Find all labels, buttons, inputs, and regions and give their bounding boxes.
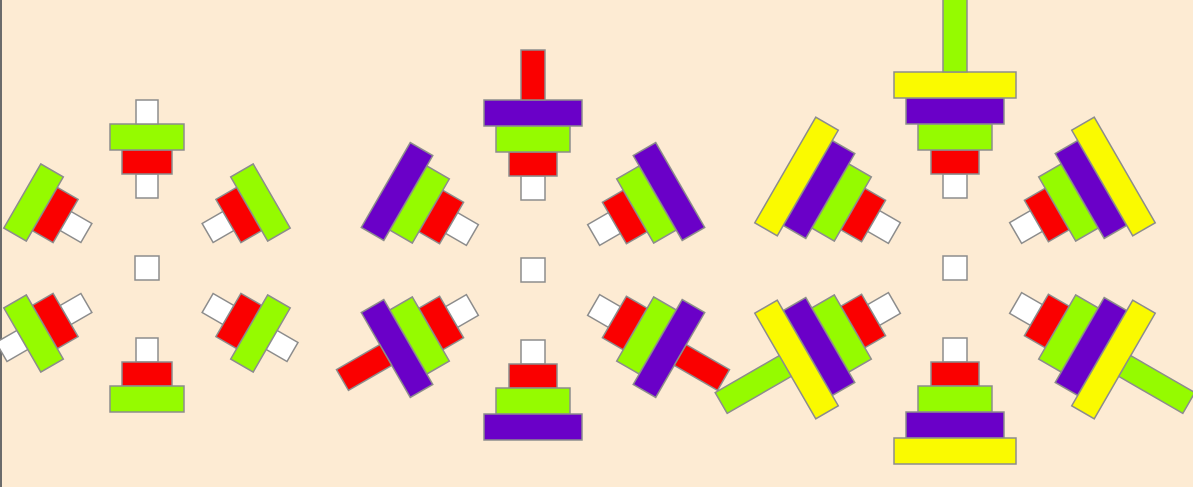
- purple-disc: [483, 99, 583, 127]
- white-peg-square: [942, 173, 968, 199]
- tower-arm: [1008, 291, 1193, 420]
- purple-disc: [905, 97, 1005, 125]
- purple-disc: [483, 413, 583, 441]
- tower-arm: [483, 339, 583, 441]
- tower-arm: [586, 293, 731, 399]
- white-peg-square: [0, 329, 29, 363]
- white-peg-square: [942, 337, 968, 363]
- tower-arm: [360, 141, 480, 247]
- four-disc-group: [714, 0, 1193, 465]
- purple-disc: [905, 411, 1005, 439]
- yellow-disc: [1070, 116, 1157, 237]
- white-peg-square: [135, 173, 159, 199]
- white-peg-square: [520, 339, 546, 365]
- tower-arm: [109, 337, 185, 413]
- yellow-disc: [893, 437, 1017, 465]
- purple-disc: [360, 141, 434, 242]
- center-peg-square: [520, 257, 546, 283]
- green-disc: [109, 385, 185, 413]
- red-disc: [508, 363, 558, 389]
- tower-arm: [714, 291, 902, 420]
- white-peg-square: [520, 175, 546, 201]
- white-peg-square: [265, 329, 300, 363]
- green-peg-extension: [942, 0, 968, 73]
- green-peg-extension: [1117, 354, 1193, 415]
- tower-arm: [483, 49, 583, 201]
- two-disc-group: [0, 99, 300, 413]
- red-disc: [121, 149, 173, 175]
- red-peg-extension: [673, 343, 731, 392]
- green-peg-extension: [714, 354, 793, 415]
- red-disc: [121, 361, 173, 387]
- tower-arm: [1008, 116, 1157, 245]
- tower-arm: [2, 162, 93, 244]
- red-disc: [930, 149, 980, 175]
- tower-arm: [753, 116, 902, 245]
- tower-arm: [109, 99, 185, 199]
- tower-arm: [201, 162, 292, 244]
- yellow-disc: [753, 116, 840, 237]
- tower-arm: [893, 337, 1017, 465]
- green-disc: [917, 123, 993, 151]
- purple-disc: [632, 141, 706, 242]
- tower-arm: [335, 293, 480, 399]
- green-disc: [917, 385, 993, 413]
- left-edge-line: [0, 0, 2, 487]
- center-peg-square: [942, 255, 968, 281]
- green-disc: [109, 123, 185, 151]
- three-disc-group: [335, 49, 731, 441]
- tower-arm: [893, 0, 1017, 199]
- tower-arm: [201, 292, 300, 374]
- green-disc: [495, 125, 571, 153]
- tower-arm: [586, 141, 706, 247]
- green-disc: [2, 162, 65, 243]
- center-peg-square: [134, 255, 160, 281]
- white-peg-square: [135, 99, 159, 125]
- red-peg-extension: [335, 343, 393, 392]
- green-disc: [495, 387, 571, 415]
- red-disc: [508, 151, 558, 177]
- white-peg-square: [135, 337, 159, 363]
- yellow-disc: [893, 71, 1017, 99]
- red-peg-extension: [520, 49, 546, 101]
- tower-arm: [0, 292, 93, 374]
- red-disc: [930, 361, 980, 387]
- green-disc: [229, 162, 292, 243]
